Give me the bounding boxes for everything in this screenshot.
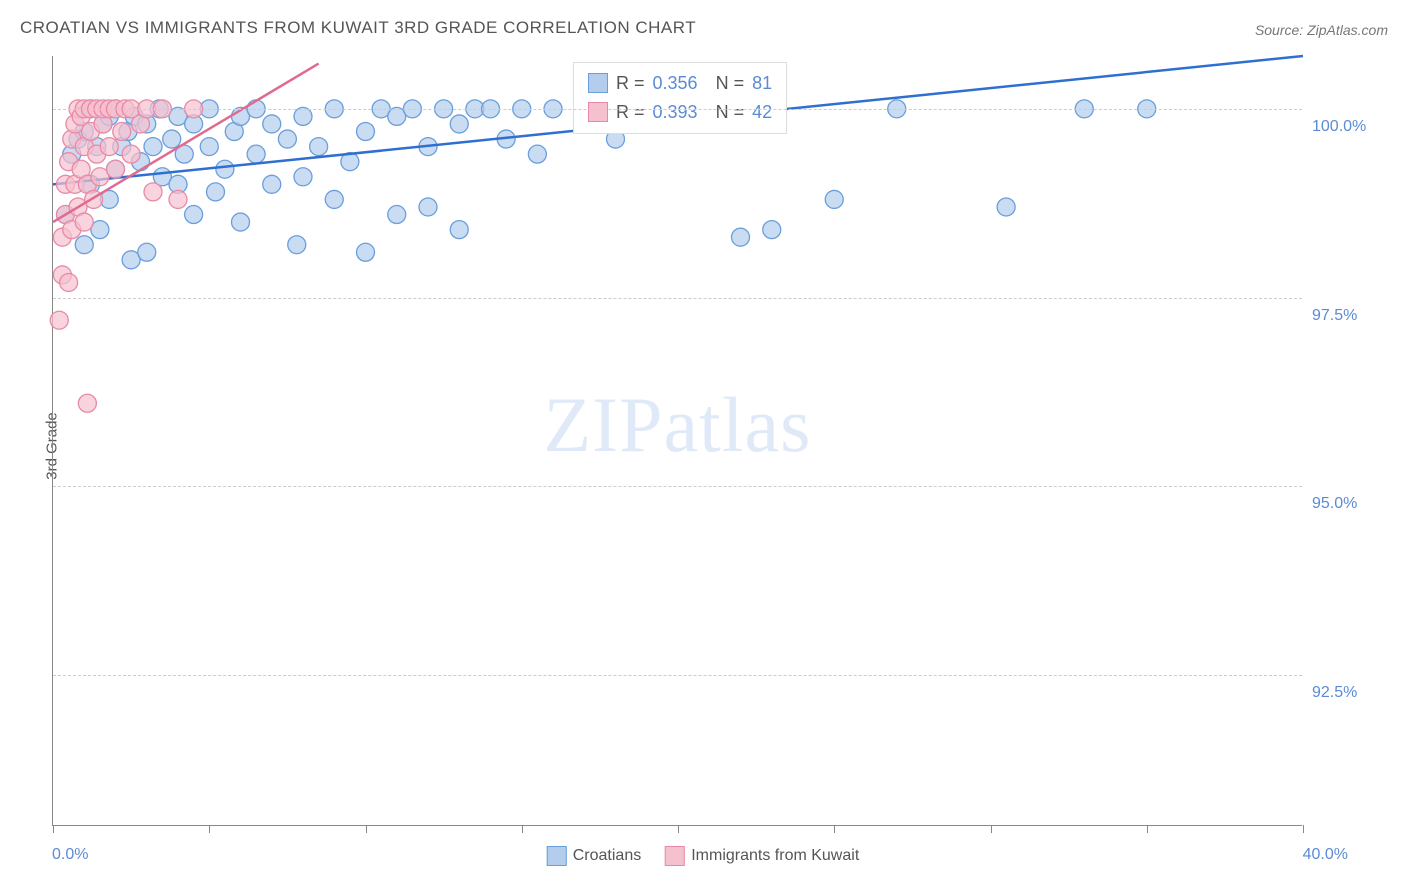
stats-n-label: N = [706,69,745,98]
scatter-point [357,243,375,261]
stats-box: R = 0.356 N = 81R = 0.393 N = 42 [573,62,787,134]
y-tick-label: 95.0% [1312,495,1392,513]
stats-r-value: 0.393 [653,98,698,127]
scatter-point [50,311,68,329]
x-tick [53,825,54,833]
scatter-point [357,122,375,140]
y-tick-label: 92.5% [1312,684,1392,702]
scatter-point [75,236,93,254]
scatter-point [207,183,225,201]
scatter-point [138,243,156,261]
stats-swatch [588,73,608,93]
scatter-point [122,145,140,163]
stats-swatch [588,102,608,122]
y-tick-label: 100.0% [1312,118,1392,136]
scatter-point [232,213,250,231]
chart-container: CROATIAN VS IMMIGRANTS FROM KUWAIT 3RD G… [0,0,1406,892]
x-tick [209,825,210,833]
y-tick-label: 97.5% [1312,307,1392,325]
scatter-point [247,145,265,163]
stats-n-value: 81 [752,69,772,98]
legend-item: Immigrants from Kuwait [665,846,859,866]
x-tick [366,825,367,833]
scatter-point [113,122,131,140]
scatter-point [325,190,343,208]
scatter-point [216,160,234,178]
legend-bottom: Croatians Immigrants from Kuwait [547,846,860,866]
scatter-point [100,138,118,156]
source-label: Source: ZipAtlas.com [1255,22,1388,38]
legend-label: Immigrants from Kuwait [691,847,859,864]
x-tick [1147,825,1148,833]
scatter-point [169,190,187,208]
scatter-point [144,138,162,156]
x-tick [678,825,679,833]
scatter-point [732,228,750,246]
scatter-point [763,221,781,239]
legend-item: Croatians [547,846,641,866]
gridline [53,675,1302,676]
scatter-point [200,138,218,156]
scatter-point [107,160,125,178]
stats-n-value: 42 [752,98,772,127]
gridline [53,486,1302,487]
scatter-point [997,198,1015,216]
gridline [53,109,1302,110]
stats-row: R = 0.356 N = 81 [588,69,772,98]
stats-r-value: 0.356 [653,69,698,98]
stats-r-label: R = [616,69,645,98]
stats-n-label: N = [706,98,745,127]
scatter-point [294,107,312,125]
scatter-point [419,198,437,216]
scatter-point [144,183,162,201]
scatter-point [450,115,468,133]
scatter-point [263,175,281,193]
scatter-point [310,138,328,156]
scatter-point [288,236,306,254]
gridline [53,298,1302,299]
scatter-point [75,213,93,231]
legend-swatch [547,846,567,866]
x-axis-max-label: 40.0% [1303,846,1348,864]
x-tick [1303,825,1304,833]
scatter-point [528,145,546,163]
scatter-point [294,168,312,186]
scatter-point [60,273,78,291]
scatter-point [388,206,406,224]
scatter-point [185,206,203,224]
plot-area: ZIPatlas R = 0.356 N = 81R = 0.393 N = 4… [52,56,1302,826]
scatter-point [278,130,296,148]
stats-row: R = 0.393 N = 42 [588,98,772,127]
x-tick [834,825,835,833]
chart-title: CROATIAN VS IMMIGRANTS FROM KUWAIT 3RD G… [20,18,696,38]
legend-label: Croatians [573,847,641,864]
stats-r-label: R = [616,98,645,127]
plot-svg [53,56,1302,825]
scatter-point [450,221,468,239]
x-axis-min-label: 0.0% [52,846,88,864]
scatter-point [163,130,181,148]
legend-swatch [665,846,685,866]
scatter-point [825,190,843,208]
scatter-point [78,394,96,412]
scatter-point [263,115,281,133]
x-tick [522,825,523,833]
x-tick [991,825,992,833]
